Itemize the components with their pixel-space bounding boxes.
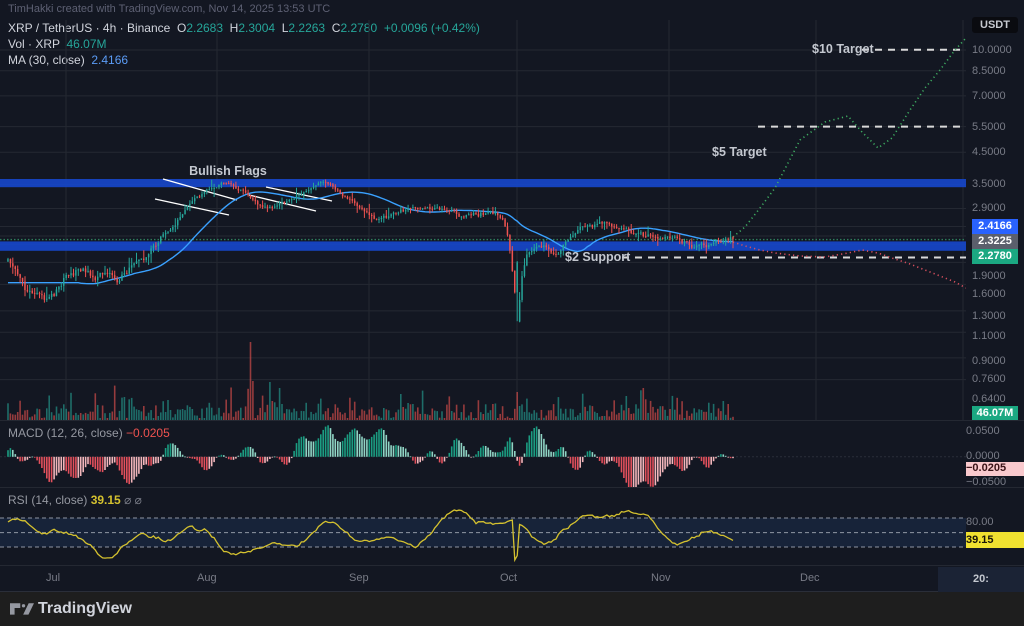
svg-text:$2 Support: $2 Support [565,250,631,264]
svg-text:$10 Target: $10 Target [812,42,874,56]
svg-text:$5 Target: $5 Target [712,145,767,159]
svg-text:Bullish Flags: Bullish Flags [189,164,267,178]
